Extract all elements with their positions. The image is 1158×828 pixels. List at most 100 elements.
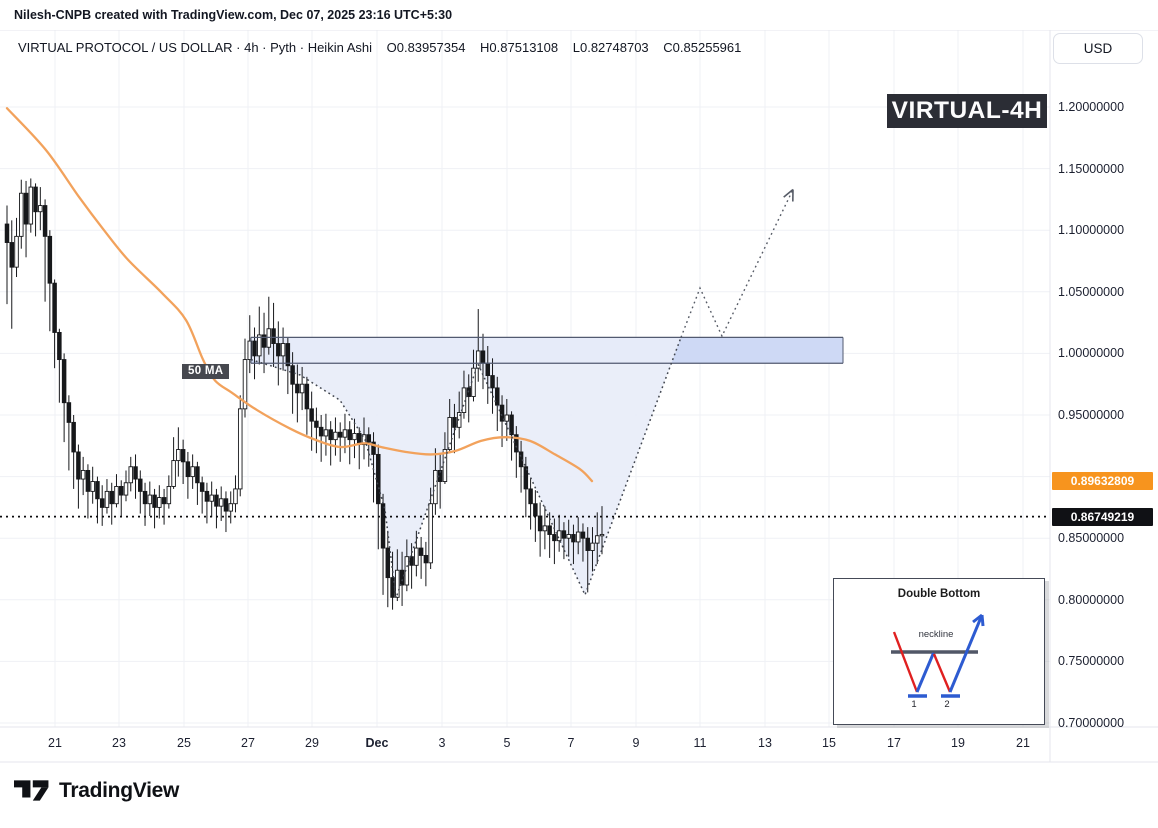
candle-body (390, 577, 395, 598)
candle-body (142, 490, 148, 505)
candle-body (328, 429, 333, 441)
candle-body (19, 192, 24, 237)
symbol-title[interactable]: VIRTUAL PROTOCOL / US DOLLAR · 4h · Pyth… (18, 40, 372, 55)
currency-toggle-button[interactable]: USD (1053, 33, 1143, 64)
candle-body (295, 383, 300, 394)
candle-body (395, 569, 400, 598)
candle-body (42, 205, 48, 237)
candle-body (138, 478, 143, 492)
candle-body (290, 365, 295, 385)
candle-body (14, 235, 19, 268)
candle-body (195, 466, 200, 484)
price-tick-label: 1.00000000 (1058, 346, 1125, 361)
candle-body (61, 359, 67, 404)
time-tick-label: 5 (503, 736, 511, 750)
candle-body (47, 235, 53, 284)
candle-body (114, 486, 119, 505)
blue-breakout-arrow (948, 614, 984, 693)
candle-body (52, 282, 57, 333)
red-decline-line-2 (932, 653, 952, 693)
candle-body (376, 453, 381, 505)
candle-body (85, 469, 91, 492)
candle-body (528, 488, 533, 505)
candle-body (571, 534, 576, 543)
candle-body (485, 362, 491, 377)
time-tick-label: 23 (112, 736, 126, 750)
ohlc-open: O0.83957354 (386, 40, 466, 55)
arrowhead-barb-1 (972, 613, 983, 624)
candle-body (452, 417, 457, 428)
candle-body (480, 350, 486, 364)
inset-title: Double Bottom (897, 588, 981, 600)
candle-body (318, 426, 324, 437)
candle-body (547, 525, 552, 535)
time-tick-label: 27 (241, 736, 255, 750)
candle-body (166, 486, 172, 505)
candle-body (537, 515, 543, 532)
candle-body (23, 192, 29, 225)
candle-body (504, 414, 510, 422)
time-tick-label: 25 (177, 736, 191, 750)
candle-body (147, 494, 153, 505)
candle-body (57, 332, 62, 361)
candle-body (285, 343, 291, 367)
candle-body (80, 469, 86, 480)
candle-body (214, 494, 219, 507)
neckline-label: neckline (918, 629, 954, 640)
candle-body (176, 449, 181, 462)
candle-body (323, 429, 329, 437)
price-tick-label: 1.05000000 (1058, 284, 1125, 299)
time-tick-label: 9 (632, 736, 640, 750)
time-tick-label: 17 (887, 736, 901, 750)
candle-body (233, 488, 238, 505)
candle-body (252, 340, 257, 357)
candle-body (280, 343, 286, 357)
candle-body (4, 223, 10, 243)
candle-body (209, 494, 214, 502)
candle-body (461, 387, 467, 413)
price-tick-label: 0.80000000 (1058, 592, 1125, 607)
candle-body (414, 547, 419, 566)
tradingview-footer-logo[interactable]: TradingView (14, 777, 179, 804)
candle-body (409, 556, 414, 566)
candle-body (152, 494, 157, 508)
symbol-watermark-label: VIRTUAL-4H (887, 94, 1047, 128)
candle-body (594, 535, 600, 544)
candle-body (218, 498, 224, 507)
candle-body (556, 530, 562, 542)
candle-body (418, 547, 424, 556)
candle-body (447, 417, 452, 450)
candle-body (9, 242, 15, 268)
time-tick-label: 21 (48, 736, 62, 750)
candle-body (371, 441, 376, 455)
candle-body (299, 383, 305, 394)
tradingview-logo-icon (14, 777, 50, 804)
candle-body (204, 490, 210, 502)
ohlc-close: C0.85255961 (663, 40, 742, 55)
time-tick-label: 15 (822, 736, 836, 750)
candle-body (185, 461, 191, 478)
candle-body (542, 525, 548, 532)
candle-body (161, 497, 167, 505)
candle-body (228, 503, 233, 512)
candle-body (490, 375, 495, 389)
projection-arrowhead (783, 188, 794, 198)
candle-body (38, 205, 43, 213)
candle-body (71, 421, 76, 453)
candle-body (104, 490, 110, 508)
candle-body (585, 537, 590, 551)
candle-body (261, 334, 267, 348)
candle-body (309, 408, 314, 422)
candle-body (475, 350, 481, 369)
candle-body (599, 533, 605, 537)
candle-body (223, 498, 229, 512)
ma-50-line (5, 107, 594, 483)
candle-body (66, 402, 72, 423)
candle-body (33, 186, 38, 213)
attribution-text: Nilesh-CNPB created with TradingView.com… (0, 0, 1158, 30)
candle-body (271, 328, 276, 344)
price-tick-label: 0.85000000 (1058, 531, 1125, 546)
candle-body (423, 554, 429, 564)
candle-body (90, 481, 95, 492)
